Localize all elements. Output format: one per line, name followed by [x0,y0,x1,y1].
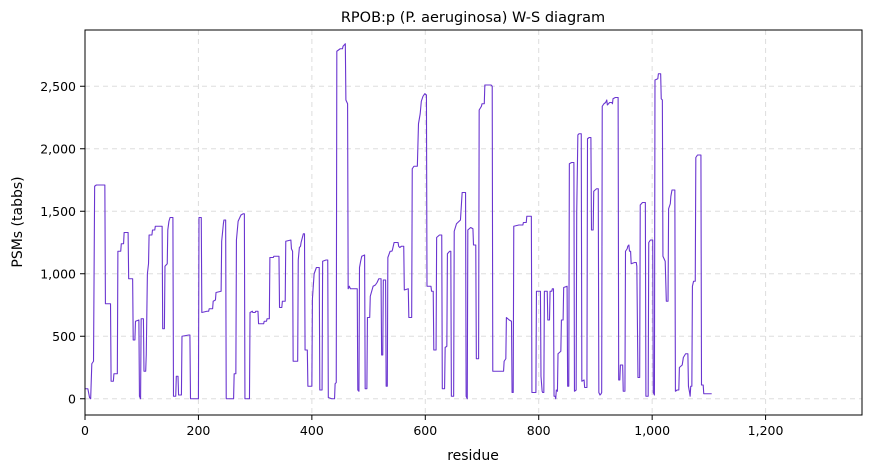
x-tick-label: 600 [413,423,437,438]
x-tick-label: 800 [527,423,551,438]
y-tick-label: 500 [52,329,76,344]
y-tick-label: 2,500 [40,79,76,94]
x-tick-label: 400 [300,423,324,438]
series-layer [85,43,712,400]
plot-frame [84,29,863,416]
y-tick-label: 1,500 [40,204,76,219]
series-line-0 [85,43,712,400]
chart-title: RPOB:p (P. aeruginosa) W-S diagram [341,10,605,26]
y-axis-label: PSMs (tabbs) [10,176,26,267]
y-tick-label: 1,000 [40,266,76,281]
y-tick-label: 2,000 [40,141,76,156]
x-axis-label: residue [447,448,499,464]
axis-ticks: 0 200 400 600 800 1,000 1,200 0 500 1,000 1,500 2,0… [40,79,783,438]
x-tick-label: 1,200 [748,423,784,438]
x-tick-label: 1,000 [634,423,670,438]
x-tick-label: 0 [81,423,89,438]
x-tick-label: 200 [187,423,211,438]
y-tick-label: 0 [68,391,76,406]
